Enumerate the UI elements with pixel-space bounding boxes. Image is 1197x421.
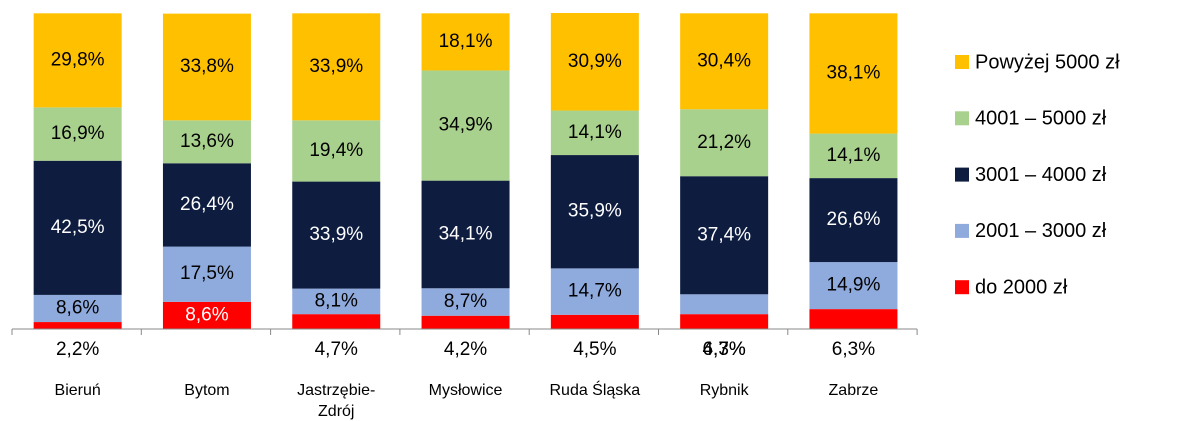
value-label: 33,9% [309, 56, 363, 77]
value-label: 33,9% [309, 224, 363, 245]
bar-segment [680, 176, 769, 295]
value-label: 13,6% [180, 131, 234, 152]
value-label: 18,1% [439, 31, 493, 52]
bar-segment [33, 322, 122, 329]
x-tick-label: Jastrzębie-Zdrój [297, 382, 376, 420]
value-label: 19,4% [309, 140, 363, 161]
bar-segment [680, 109, 769, 177]
legend-swatch [955, 167, 969, 182]
value-label: 8,7% [444, 291, 487, 312]
legend-swatch [955, 111, 969, 126]
value-label: 42,5% [51, 217, 105, 238]
bar-segment [162, 163, 251, 247]
bar-segment [33, 13, 122, 108]
bar-segment [550, 13, 639, 111]
bar-segment [421, 288, 510, 316]
x-tick-label: Ruda Śląska [549, 382, 641, 399]
value-label: 8,6% [185, 304, 228, 325]
value-label: 14,9% [827, 275, 881, 296]
bar-segment [809, 133, 898, 179]
value-label: 30,4% [697, 50, 751, 71]
legend-swatch [955, 223, 969, 238]
legend-swatch [955, 280, 969, 295]
bar-segment [680, 314, 769, 329]
legend-label: 2001 – 3000 zł [975, 220, 1107, 242]
x-tick-label: Bytom [184, 382, 230, 399]
value-label: 26,6% [827, 209, 881, 230]
bar-segment [33, 107, 122, 161]
bar-segment [550, 268, 639, 315]
value-label: 21,2% [697, 132, 751, 153]
bar-segment [162, 120, 251, 164]
legend-label: Powyżej 5000 zł [975, 51, 1120, 73]
bar-segment [550, 110, 639, 156]
value-label: 14,1% [827, 145, 881, 166]
value-label: 33,8% [180, 56, 234, 77]
value-label: 30,9% [568, 51, 622, 72]
value-label: 37,4% [697, 224, 751, 245]
bar-segment [292, 181, 381, 289]
bar-segment [162, 301, 251, 329]
bar-segment [421, 180, 510, 289]
value-label: 6,3% [702, 339, 745, 360]
legend-swatch [955, 55, 969, 69]
bar-segment [292, 13, 381, 121]
value-label: 29,8% [51, 49, 105, 70]
value-label: 17,5% [180, 263, 234, 284]
bar-segment [421, 13, 510, 71]
bar-segment [680, 294, 769, 315]
bar-segment [550, 314, 639, 329]
bar-segment [292, 314, 381, 329]
value-label: 38,1% [827, 62, 881, 83]
legend-label: do 2000 zł [975, 276, 1068, 298]
value-label: 2,2% [56, 339, 99, 360]
legend-label: 3001 – 4000 zł [975, 164, 1107, 186]
x-tick-label: Zabrze [828, 382, 879, 399]
x-tick-label: Bieruń [54, 382, 101, 399]
value-label: 8,6% [56, 297, 99, 318]
value-label: 34,9% [439, 115, 493, 136]
legend-label: 4001 – 5000 zł [975, 108, 1107, 130]
value-label: 14,7% [568, 281, 622, 302]
value-label: 35,9% [568, 201, 622, 222]
bar-segment [809, 262, 898, 310]
x-tick-label: Mysłowice [428, 382, 503, 399]
bar-segment [33, 294, 122, 323]
bar-segment [421, 315, 510, 329]
bar-segment [809, 178, 898, 263]
value-label: 14,1% [568, 122, 622, 143]
value-label: 34,1% [439, 223, 493, 244]
value-label: 4,7% [702, 339, 745, 360]
x-tick-label: Rybnik [699, 382, 749, 399]
bar-segment [292, 288, 381, 315]
value-label: 26,4% [180, 194, 234, 215]
bar-segment [680, 13, 769, 110]
bar-segment [809, 309, 898, 329]
value-label: 16,9% [51, 123, 105, 144]
bar-segment [162, 246, 251, 302]
value-label: 4,7% [315, 339, 358, 360]
value-label: 8,1% [315, 290, 358, 311]
value-label: 6,3% [832, 339, 875, 360]
bar-segment [421, 70, 510, 181]
value-label: 4,2% [444, 339, 487, 360]
bar-segment [292, 120, 381, 182]
bar-segment [550, 155, 639, 269]
bar-segment [809, 13, 898, 134]
value-label: 4,5% [573, 339, 616, 360]
bar-segment [162, 13, 251, 121]
bar-segment [33, 160, 122, 295]
